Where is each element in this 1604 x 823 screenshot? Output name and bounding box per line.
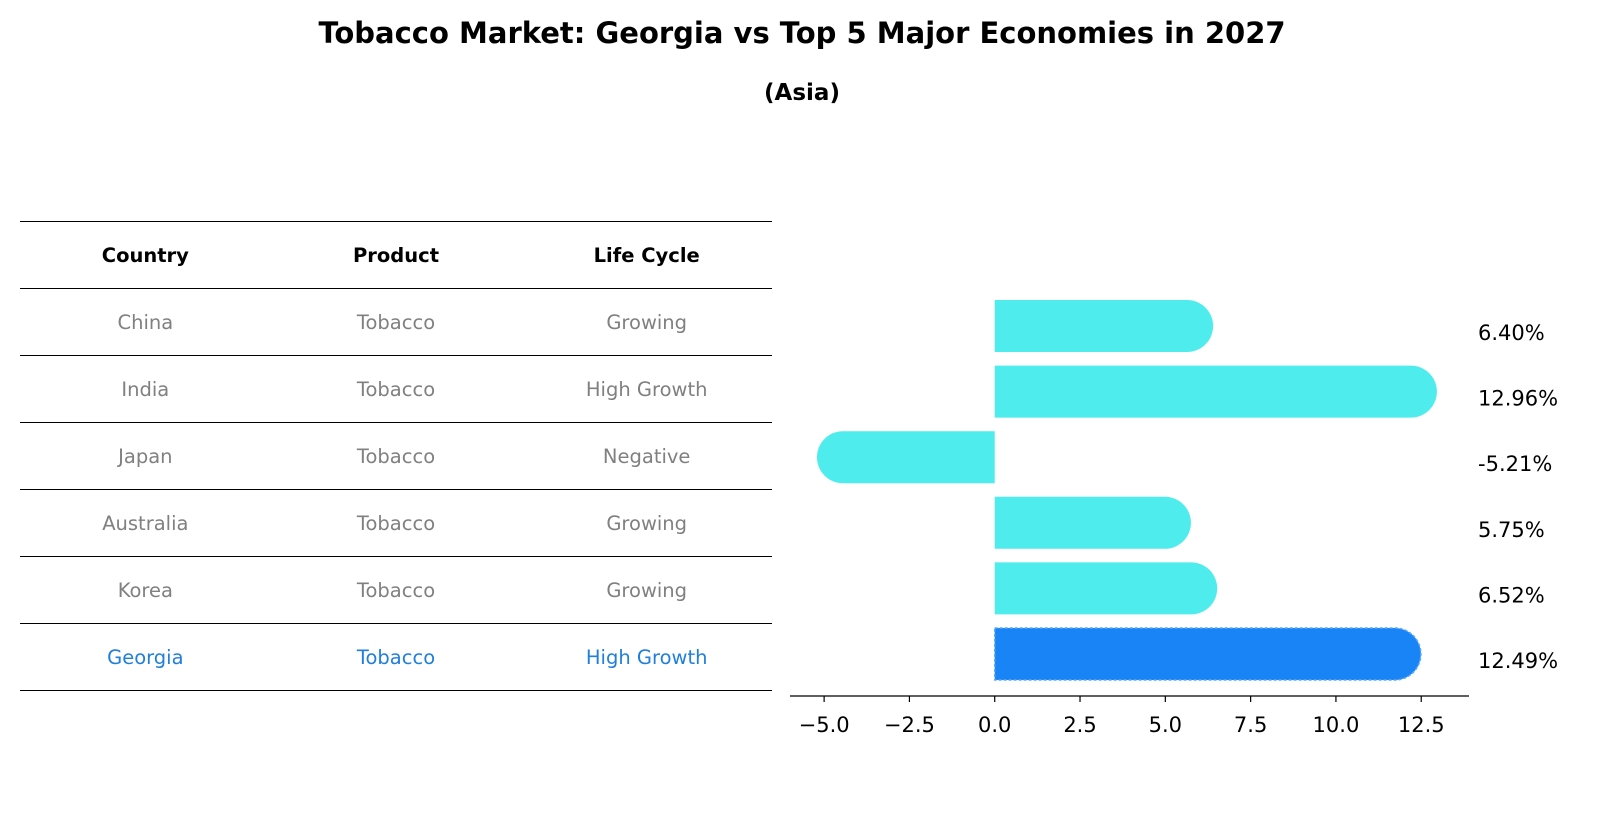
cell-product: Tobacco [356, 444, 436, 468]
chart-subtitle: (Asia) [764, 80, 840, 106]
header-product: Product [352, 243, 440, 267]
bar-value-label: 6.40% [1478, 321, 1545, 345]
cell-product: Tobacco [356, 511, 436, 535]
cell-country: Australia [102, 511, 189, 535]
bar-value-label: 6.52% [1478, 583, 1545, 607]
table-rule [20, 355, 772, 356]
cell-life-cycle: Growing [606, 511, 688, 535]
bar-value-label: -5.21% [1478, 452, 1552, 476]
bar [994, 365, 1437, 418]
header-country: Country [101, 243, 189, 267]
table-row: Korea Tobacco Growing [20, 557, 772, 623]
cell-country: Korea [117, 578, 173, 602]
table-row: Australia Tobacco Growing [20, 490, 772, 556]
x-tick-label: 2.5 [1063, 713, 1096, 737]
cell-product: Tobacco [356, 377, 436, 401]
cell-product: Tobacco [356, 310, 436, 334]
bar [816, 431, 995, 484]
x-tick-label: 12.5 [1398, 713, 1445, 737]
x-tick-label: 10.0 [1313, 713, 1360, 737]
table-row: China Tobacco Growing [20, 289, 772, 355]
bar [994, 496, 1191, 549]
table-rule [20, 690, 772, 691]
table-row-highlight: Georgia Tobacco High Growth [20, 624, 772, 690]
cell-country: Japan [118, 444, 173, 468]
table-header-row: Country Product Life Cycle [20, 222, 772, 288]
cell-life-cycle: Growing [606, 578, 688, 602]
cell-product: Tobacco [356, 645, 436, 669]
table-rule [20, 556, 772, 557]
bar-value-label: 12.96% [1478, 387, 1558, 411]
table-row: India Tobacco High Growth [20, 356, 772, 422]
bar [994, 562, 1218, 615]
table-rule [20, 422, 772, 423]
x-tick-label: 0.0 [978, 713, 1011, 737]
bar-value-label: 5.75% [1478, 518, 1545, 542]
table-row: Japan Tobacco Negative [20, 423, 772, 489]
x-tick-label: 7.5 [1234, 713, 1267, 737]
cell-life-cycle: Growing [606, 310, 688, 334]
cell-country: Georgia [107, 645, 184, 669]
cell-product: Tobacco [356, 578, 436, 602]
bar-highlight [993, 627, 1422, 681]
chart-title: Tobacco Market: Georgia vs Top 5 Major E… [318, 16, 1286, 50]
bar [994, 300, 1214, 352]
bar-value-label: 12.49% [1478, 649, 1558, 673]
header-life-cycle: Life Cycle [593, 243, 700, 267]
table-rule [20, 288, 772, 289]
cell-life-cycle: Negative [602, 444, 691, 468]
table-rule [20, 623, 772, 624]
table-rule [20, 489, 772, 490]
table-rule [20, 221, 772, 222]
cell-country: China [117, 310, 174, 334]
cell-life-cycle: High Growth [585, 645, 708, 669]
cell-life-cycle: High Growth [585, 377, 708, 401]
cell-country: India [121, 377, 170, 401]
x-tick-label: −5.0 [799, 713, 850, 737]
x-tick-label: −2.5 [884, 713, 935, 737]
x-tick-label: 5.0 [1149, 713, 1182, 737]
data-table: Country Product Life Cycle China Tobacco… [20, 221, 772, 691]
